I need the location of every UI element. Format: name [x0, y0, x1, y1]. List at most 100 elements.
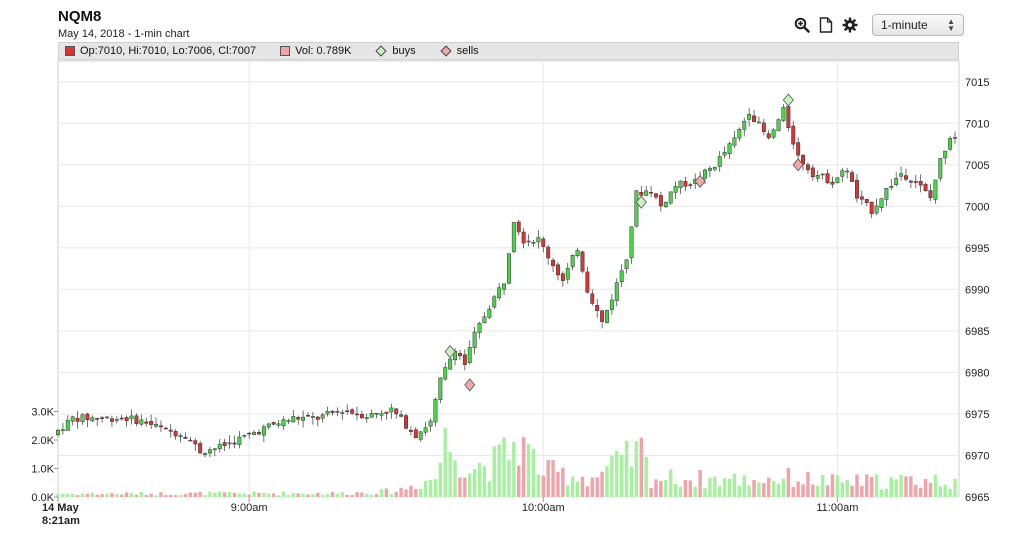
candle-body — [95, 418, 100, 420]
volume-bar — [276, 495, 281, 497]
volume-bar — [340, 492, 345, 497]
volume-bar — [423, 480, 428, 497]
interval-select[interactable]: 1-minute ▲ ▼ — [872, 14, 964, 36]
candle-body — [776, 119, 781, 132]
candle-body — [232, 442, 237, 445]
volume-bar — [404, 489, 408, 497]
candle-body — [948, 138, 953, 150]
candle-body — [423, 427, 428, 433]
volume-bar — [316, 492, 320, 497]
candle-body — [810, 167, 815, 178]
candle-body — [408, 429, 413, 432]
volume-bar — [835, 475, 840, 497]
candle-body — [80, 414, 85, 422]
volume-bar — [468, 473, 472, 497]
price-tick-label: 6985 — [965, 326, 989, 338]
candle-swatch-icon — [65, 46, 75, 56]
document-icon[interactable] — [818, 17, 834, 33]
volume-tick-label: 0.0K — [31, 492, 54, 504]
volume-bar — [360, 492, 364, 497]
candle-body — [889, 186, 894, 188]
candle-body — [281, 419, 286, 426]
candle-body — [639, 192, 644, 196]
candle-body — [521, 231, 526, 244]
legend-ohlc[interactable]: Op:7010, Hi:7010, Lo:7006, Cl:7007 — [65, 45, 256, 57]
volume-bars — [56, 427, 957, 497]
candle-body — [595, 304, 600, 312]
volume-bar — [791, 487, 795, 497]
volume-bar — [355, 492, 359, 497]
volume-bar — [139, 491, 144, 497]
volume-bar — [889, 477, 893, 497]
volume-bar — [267, 493, 271, 497]
volume-bar — [747, 485, 751, 497]
candle-body — [928, 190, 933, 198]
volume-bar — [399, 487, 403, 497]
volume-bar — [566, 485, 570, 497]
volume-bar — [144, 495, 148, 497]
candle-body — [761, 122, 766, 132]
volume-bar — [75, 495, 80, 497]
volume-bar — [428, 480, 433, 497]
volume-bar — [110, 493, 114, 497]
volume-bar — [203, 495, 207, 497]
candle-body — [923, 183, 928, 191]
candle-body — [379, 413, 384, 416]
candle-body — [428, 420, 433, 427]
volume-bar — [531, 449, 536, 497]
volume-bar — [639, 437, 644, 497]
legend-sells[interactable]: sells — [440, 45, 479, 57]
volume-bar — [193, 492, 197, 497]
volume-bar — [771, 480, 776, 497]
candle-body — [168, 429, 173, 432]
candle-body — [90, 417, 95, 422]
volume-tick-label: 1.0K — [31, 464, 54, 476]
candle-body — [668, 191, 673, 204]
candle-body — [350, 409, 355, 414]
volume-bar — [487, 481, 492, 497]
volume-bar — [345, 494, 349, 497]
volume-bar — [120, 494, 124, 497]
candle-body — [830, 181, 835, 185]
volume-bar — [708, 477, 712, 497]
candle-body — [448, 358, 453, 370]
gear-icon[interactable] — [842, 17, 858, 33]
volume-bar — [830, 474, 835, 497]
volume-bar — [732, 473, 737, 497]
chart-subtitle: May 14, 2018 - 1-min chart — [58, 28, 190, 40]
volume-bar — [242, 493, 246, 497]
candle-body — [212, 448, 217, 451]
candle-body — [654, 193, 658, 198]
volume-bar — [781, 478, 786, 497]
candle-body — [649, 192, 654, 194]
volume-bar — [311, 494, 315, 497]
volume-bar — [943, 484, 947, 497]
candle-body — [134, 415, 139, 424]
volume-bar — [575, 481, 580, 497]
candle-body — [433, 399, 438, 423]
candle-body — [139, 419, 144, 425]
candle-body — [634, 190, 639, 227]
candle-body — [271, 422, 276, 425]
candle-body — [786, 106, 791, 128]
candle-body — [575, 250, 580, 257]
candle-body — [418, 431, 423, 440]
legend-volume[interactable]: Vol: 0.789K — [280, 45, 351, 57]
volume-bar — [820, 475, 825, 497]
candle-body — [605, 310, 609, 323]
candle-body — [173, 431, 178, 437]
chart-grid — [57, 60, 960, 498]
candle-body — [953, 137, 957, 139]
time-tick-label-sub: 8:21am — [42, 515, 80, 527]
candle-body — [722, 152, 727, 156]
candle-body — [683, 181, 688, 187]
volume-tick-label: 2.0K — [31, 435, 54, 447]
zoom-in-icon[interactable] — [794, 17, 810, 33]
candle-body — [144, 421, 149, 424]
volume-bar — [482, 466, 487, 497]
candle-body — [864, 198, 869, 203]
volume-bar — [879, 489, 884, 497]
legend-buys[interactable]: buys — [375, 45, 416, 57]
volume-bar — [124, 492, 129, 497]
